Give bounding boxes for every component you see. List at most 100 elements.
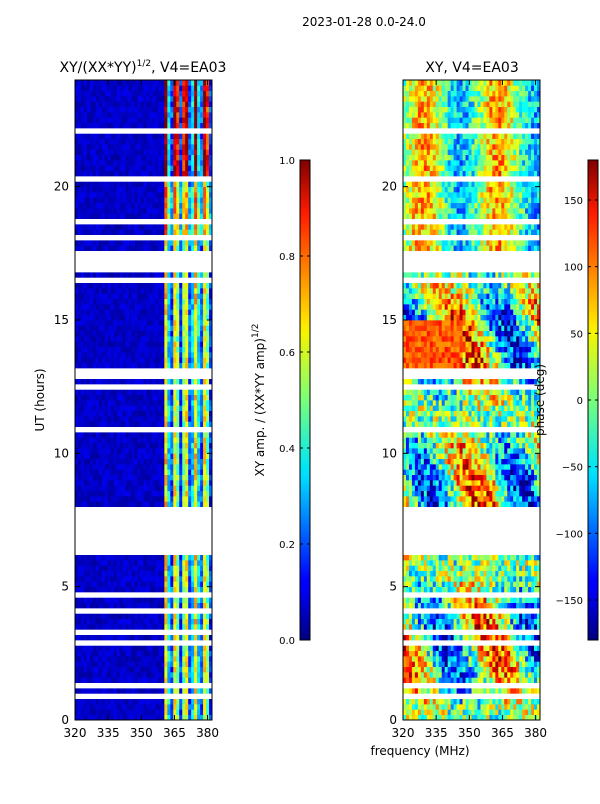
amp-cell-4696 xyxy=(86,170,91,177)
amp-cell-1223 xyxy=(155,576,159,582)
amp-cell-2047 xyxy=(143,480,147,486)
amp-cell-1934 xyxy=(80,490,85,497)
amp-cell-4281 xyxy=(83,218,88,225)
amp-cell-4328 xyxy=(86,213,91,220)
amp-cell-2786 xyxy=(152,394,156,401)
amp-cell-828 xyxy=(75,618,79,625)
amp-cell-4873 xyxy=(203,154,207,161)
amp-cell-803 xyxy=(137,624,141,630)
amp-cell-1753 xyxy=(89,512,94,518)
amp-cell-4872 xyxy=(200,154,204,161)
amp-cell-2087 xyxy=(125,474,129,481)
amp-cell-4896 xyxy=(134,149,138,156)
amp-cell-555 xyxy=(83,650,88,657)
amp-cell-3298 xyxy=(170,336,174,342)
amp-cell-2809 xyxy=(83,389,88,396)
amp-cell-835 xyxy=(95,618,100,625)
amp-cell-613 xyxy=(119,645,123,652)
amp-cell-3919 xyxy=(101,261,106,268)
amp-cell-831 xyxy=(83,618,88,625)
amp-cell-2207 xyxy=(209,464,213,470)
amp-cell-3179 xyxy=(89,346,94,353)
amp-cell-4687 xyxy=(197,176,201,182)
amp-cell-2388 xyxy=(200,442,204,449)
amp-cell-3898 xyxy=(176,266,180,273)
amp-cell-3050 xyxy=(116,362,121,369)
amp-cell-1204 xyxy=(98,576,103,582)
amp-cell-3596 xyxy=(98,298,103,305)
amp-cell-3674 xyxy=(194,293,198,300)
amp-cell-4023 xyxy=(137,250,141,257)
amp-cell-465 xyxy=(89,661,94,668)
amp-cell-2340 xyxy=(194,448,198,454)
amp-cell-4886 xyxy=(104,149,109,156)
amp-cell-4942 xyxy=(134,144,138,150)
amp-cell-270 xyxy=(194,688,198,694)
amp-cell-1493 xyxy=(137,544,141,550)
amp-cell-1030 xyxy=(128,597,132,604)
amp-cell-3631 xyxy=(203,298,207,305)
amp-cell-1678 xyxy=(140,522,144,529)
amp-cell-349 xyxy=(155,677,159,684)
amp-cell-804 xyxy=(140,624,144,630)
amp-cell-1587 xyxy=(143,533,147,540)
amp-cell-2887 xyxy=(179,384,183,390)
amp-cell-296 xyxy=(134,682,138,689)
amp-cell-1650 xyxy=(194,528,198,534)
amp-cell-1322 xyxy=(176,565,180,572)
amp-cell-3187 xyxy=(113,346,118,353)
amp-cell-466 xyxy=(92,661,97,668)
amp-cell-677 xyxy=(173,640,177,646)
amp-cell-4798 xyxy=(116,160,121,166)
amp-cell-3692 xyxy=(110,288,115,294)
amp-cell-1936 xyxy=(86,490,91,497)
amp-cell-4979 xyxy=(107,138,112,145)
amp-cell-3457 xyxy=(95,314,100,321)
amp-cell-2296 xyxy=(200,453,204,460)
amp-cell-2412 xyxy=(134,437,138,444)
amp-cell-4703 xyxy=(107,170,112,177)
amp-cell-1556 xyxy=(188,538,192,545)
amp-cell-3999 xyxy=(203,256,207,262)
amp-cell-2119 xyxy=(83,469,88,476)
amp-cell-2478 xyxy=(194,432,198,438)
amp-cell-3321 xyxy=(101,330,106,337)
amp-cell-4229 xyxy=(203,229,207,236)
amp-cell-4698 xyxy=(92,170,97,177)
amp-cell-2014 xyxy=(182,485,186,492)
amp-cell-183 xyxy=(209,698,213,705)
amp-cell-1639 xyxy=(161,528,165,534)
amp-cell-1412 xyxy=(170,554,174,561)
amp-cell-4362 xyxy=(188,213,192,220)
amp-cell-3172 xyxy=(206,352,210,358)
amp-cell-3225 xyxy=(89,341,94,348)
amp-cell-329 xyxy=(95,677,100,684)
amp-cell-1909 xyxy=(143,496,147,502)
amp-cell-2137 xyxy=(137,469,141,476)
amp-cell-1459 xyxy=(173,549,177,556)
amp-cell-3795 xyxy=(143,277,147,284)
amp-cell-3339 xyxy=(155,330,159,337)
amp-cell-1363 xyxy=(161,560,165,566)
amp-cell-3833 xyxy=(119,272,123,278)
amp-cell-463 xyxy=(83,661,88,668)
amp-cell-2169 xyxy=(95,464,100,470)
amp-cell-3789 xyxy=(125,277,129,284)
amp-cell-705 xyxy=(119,634,123,641)
amp-cell-1755 xyxy=(95,512,100,518)
amp-cell-3411 xyxy=(95,320,100,326)
amp-cell-3166 xyxy=(188,352,192,358)
amp-cell-1187 xyxy=(185,581,189,588)
amp-cell-738 xyxy=(80,629,85,636)
amp-cell-1768 xyxy=(134,512,138,518)
amp-cell-2815 xyxy=(101,389,106,396)
amp-cell-2043 xyxy=(131,480,135,486)
amp-cell-2888 xyxy=(182,384,186,390)
amp-cell-2492 xyxy=(98,426,103,433)
amp-cell-3813 xyxy=(197,277,201,284)
amp-cell-2641 xyxy=(131,410,135,417)
amp-cell-109 xyxy=(125,704,129,710)
amp-cell-4713 xyxy=(137,170,141,177)
amp-cell-3355 xyxy=(203,330,207,337)
amp-cell-4905 xyxy=(161,149,165,156)
